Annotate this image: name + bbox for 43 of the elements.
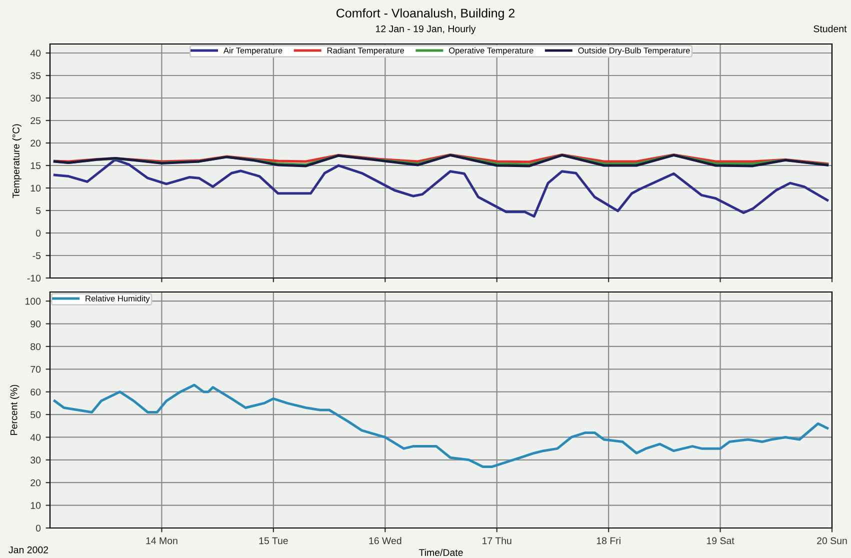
y-tick-label: 0 [36,230,41,237]
y-tick-label: 40 [30,50,41,57]
y-tick-label: 15 [30,162,41,170]
y-tick-label: 10 [30,184,41,192]
x-tick-label: 19 Sat [706,537,734,544]
y-tick-label: -10 [27,274,41,282]
y-axis-title: Percent (%) [10,384,20,435]
x-tick-label: 15 Tue [259,537,288,544]
y-tick-label: 30 [30,456,41,464]
y-axis-title: Temperature (°C) [12,124,22,198]
x-tick-label: 18 Fri [596,537,620,544]
legend-label: Radiant Temperature [327,47,404,56]
y-tick-label: 40 [30,434,41,441]
text: Student [814,25,847,32]
legend-label: Outside Dry-Bulb Temperature [578,47,690,56]
text: Jan 2002 [8,546,48,554]
x-axis-title: Time/Date [418,548,463,556]
y-tick-label: 60 [30,388,41,396]
x-tick-label: 17 Thu [482,537,512,544]
legend-label: Air Temperature [223,47,282,56]
x-tick-label: 14 Mon [146,537,178,544]
y-tick-label: 10 [30,502,41,509]
y-tick-label: 20 [30,479,41,486]
chart-subtitle: 12 Jan - 19 Jan, Hourly [376,25,476,34]
line-series [53,158,829,218]
y-tick-label: 30 [30,94,41,102]
y-tick-label: 0 [36,524,41,532]
legend-label: Relative Humidity [86,295,150,304]
y-tick-label: 90 [30,320,41,328]
y-tick-label: 70 [30,366,41,373]
y-tick-label: 20 [30,140,41,147]
y-tick-label: -5 [32,252,41,260]
x-tick-label: 20 Sun [817,537,847,544]
y-tick-label: 25 [30,117,41,124]
y-tick-label: 80 [30,343,41,350]
line-series [53,384,829,468]
x-tick-label: 16 Wed [369,537,402,544]
y-tick-label: 50 [30,411,41,418]
y-tick-label: 35 [30,72,41,80]
legend-label: Operative Temperature [448,47,534,56]
y-tick-label: 5 [36,207,41,214]
y-tick-label: 100 [25,298,41,305]
chart-title: Comfort - Vloanalush, Building 2 [336,8,515,20]
